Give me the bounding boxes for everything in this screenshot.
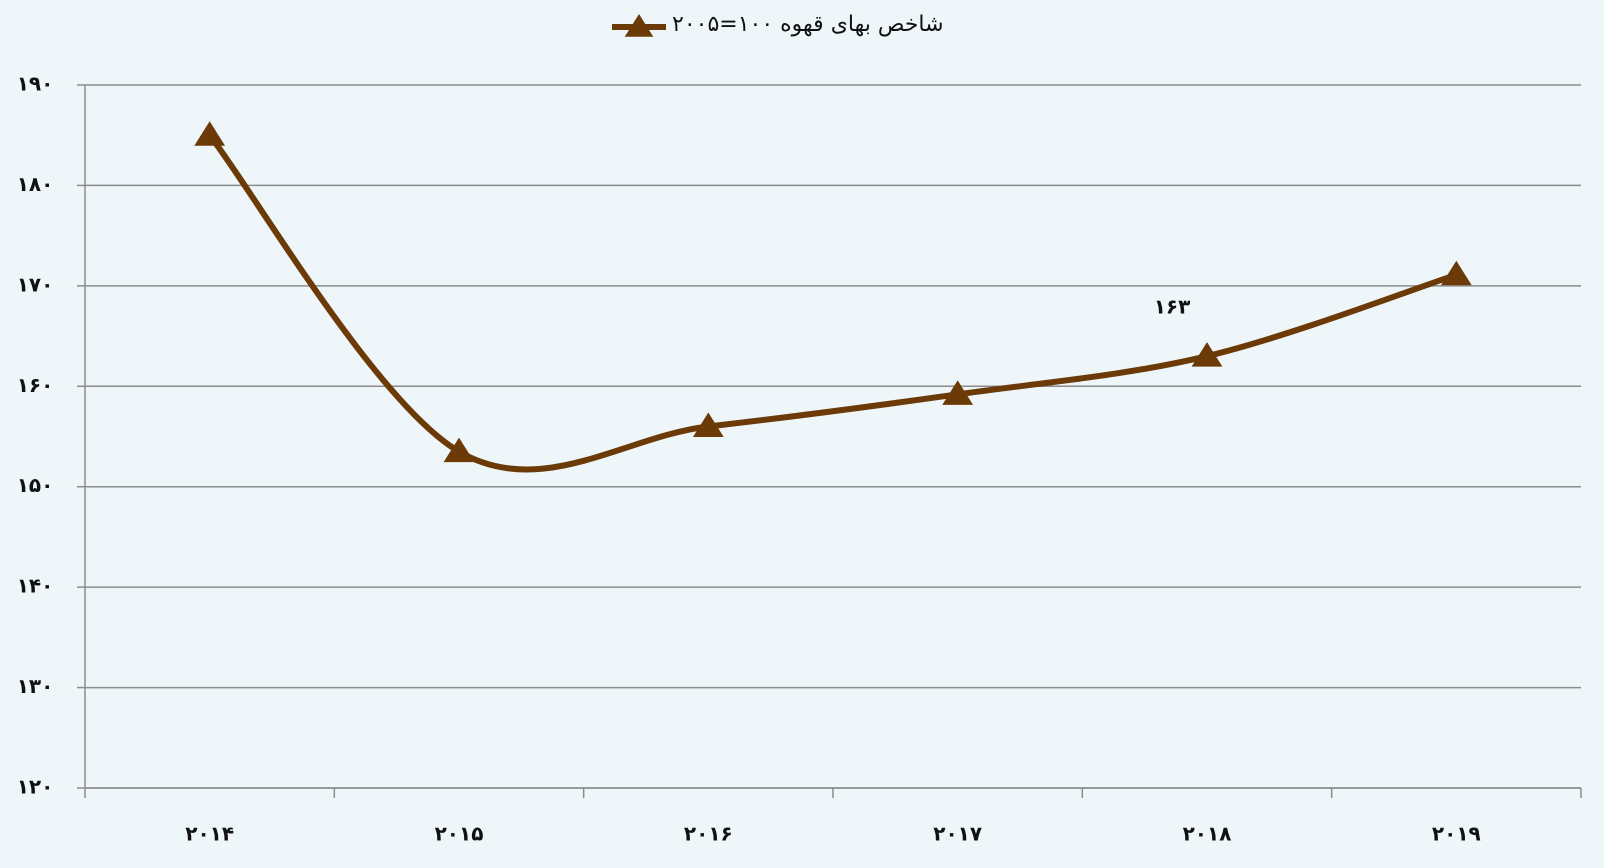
marker [443, 437, 475, 463]
y-tick-label: ۱۷۰ [17, 272, 54, 296]
marker [194, 121, 226, 146]
y-tick-label: ۱۸۰ [17, 172, 54, 196]
y-tick-label: ۱۶۰ [17, 373, 54, 397]
x-tick-label: ۲۰۱۹ [1432, 822, 1481, 846]
x-tick-label: ۲۰۱۵ [435, 822, 484, 846]
x-tick-label: ۲۰۱۸ [1183, 822, 1232, 846]
legend-marker [624, 14, 654, 37]
y-tick-label: ۱۴۰ [17, 574, 54, 598]
x-tick-label: ۲۰۱۴ [185, 822, 234, 846]
x-tick-label: ۲۰۱۶ [684, 822, 733, 846]
series-line [207, 133, 1458, 473]
marker [692, 412, 724, 437]
y-tick-label: ۱۳۰ [17, 674, 54, 698]
legend-label: شاخص بهای قهوه ۱۰۰=۲۰۰۵ [672, 12, 944, 37]
marker [942, 380, 974, 405]
marker [1191, 342, 1223, 367]
marker [1440, 260, 1472, 286]
x-tick-label: ۲۰۱۷ [933, 822, 982, 846]
data-label: ۱۶۳ [1154, 295, 1191, 319]
y-tick-label: ۱۵۰ [17, 473, 54, 497]
y-tick-label: ۱۲۰ [17, 775, 54, 799]
y-tick-label: ۱۹۰ [17, 72, 54, 96]
